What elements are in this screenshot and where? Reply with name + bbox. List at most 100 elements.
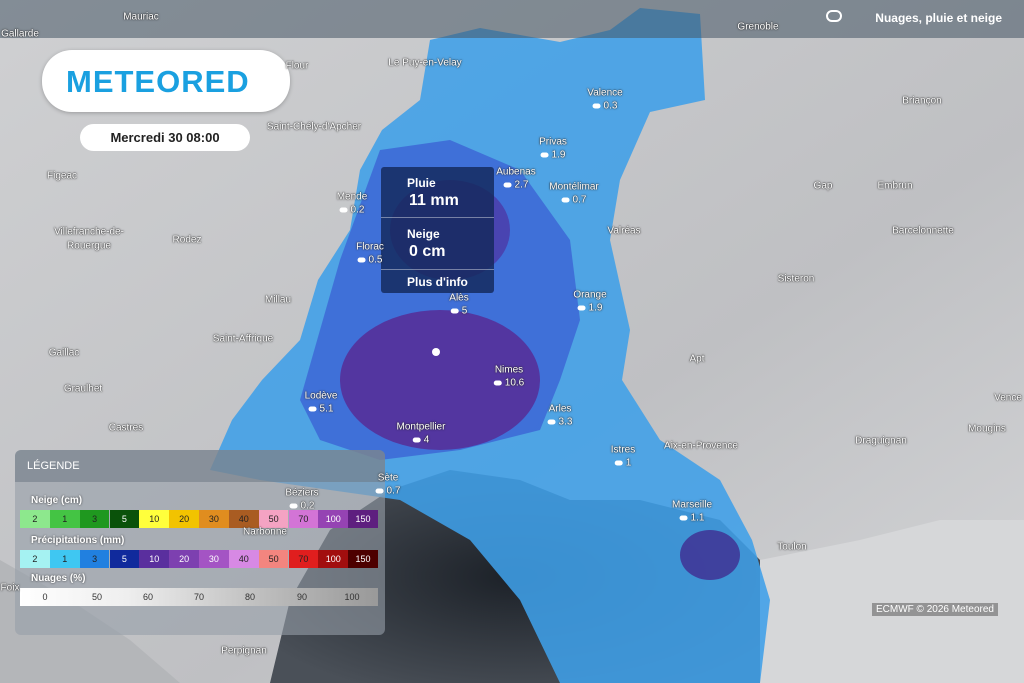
- legend-header[interactable]: LÉGENDE: [15, 450, 385, 482]
- legend-step: 30: [199, 510, 229, 528]
- sea-east: [760, 520, 1024, 683]
- place-name: Le Puy-en-Velay: [388, 57, 462, 69]
- more-info[interactable]: Plus d'info: [407, 275, 468, 289]
- precip-value: 5.1: [309, 404, 334, 415]
- place-name: Grenoble: [737, 21, 779, 33]
- legend-step: 1: [49, 550, 80, 568]
- legend-step: 100: [318, 510, 349, 528]
- precip-value: 0.5: [358, 255, 383, 266]
- legend-step: 40: [228, 550, 259, 568]
- precip-value: 2.7: [504, 180, 529, 191]
- legend-step: 3: [79, 550, 110, 568]
- layer-title[interactable]: Nuages, pluie et neige: [875, 11, 1002, 25]
- place-name: Embrun: [877, 180, 913, 192]
- precip-value: 3.3: [548, 417, 573, 428]
- place-name: Briançon: [902, 95, 942, 107]
- legend-step: 100: [318, 550, 349, 568]
- precip-value: 1: [615, 458, 632, 469]
- rain-value: 11 mm: [409, 192, 459, 209]
- legend-step: 50: [258, 510, 289, 528]
- city-name: Marseille: [671, 499, 713, 511]
- place-name: Saint-Chély-d'Apcher: [266, 121, 362, 133]
- place-name: Figeac: [46, 170, 78, 182]
- city-name: Valence: [587, 87, 623, 99]
- place-name: Sisteron: [777, 273, 815, 285]
- city-name: Sète: [377, 472, 399, 484]
- place-name: Valréas: [607, 225, 641, 237]
- place-name: Barcelonnette: [892, 225, 954, 237]
- selected-point[interactable]: [432, 348, 440, 356]
- legend-step: 2: [20, 550, 50, 568]
- city-name: Montélimar: [549, 181, 599, 193]
- place-name: Castres: [108, 422, 144, 434]
- place-name: Villefranche-de-: [54, 226, 124, 238]
- legend-step: 70: [288, 510, 319, 528]
- legend-step: 20: [169, 550, 199, 568]
- precip-value: 0.7: [562, 195, 587, 206]
- legend-section: Nuages (%): [31, 573, 86, 584]
- legend-step: 70: [193, 592, 204, 602]
- place-name: Perpignan: [221, 645, 267, 657]
- city-name: Béziers: [285, 487, 319, 499]
- place-name: Draguignan: [855, 435, 907, 447]
- place-name: Apt: [689, 353, 705, 365]
- separator: [381, 217, 494, 218]
- logo[interactable]: METEORED: [42, 50, 290, 112]
- place-name: Saint-Affrique: [212, 333, 274, 345]
- city-name: Arles: [548, 403, 572, 415]
- snow-value: 0 cm: [409, 243, 446, 260]
- precip-value: 4: [413, 435, 430, 446]
- city-name: Privas: [539, 136, 567, 148]
- legend-step: 1: [49, 510, 80, 528]
- legend-step: 30: [199, 550, 229, 568]
- precip-value: 0.2: [340, 205, 365, 216]
- legend-step: 70: [288, 550, 319, 568]
- city-name: Istres: [610, 444, 636, 456]
- place-name: Toulon: [777, 541, 807, 553]
- rain-heavy: [680, 530, 740, 580]
- legend-section: Neige (cm): [31, 495, 83, 506]
- legend-step: 150: [348, 550, 378, 568]
- city-name: Alès: [449, 292, 469, 304]
- place-name: Aix-en-Provence: [664, 440, 738, 452]
- place-name: Rouergue: [67, 240, 111, 252]
- place-name: Flour: [285, 60, 309, 72]
- place-name: Vence: [994, 392, 1022, 404]
- place-name: Mougins: [968, 423, 1006, 435]
- legend-step: 2: [20, 510, 50, 528]
- legend-step: 50: [258, 550, 289, 568]
- place-name: Gaillac: [48, 347, 80, 359]
- place-name: Narbonne: [243, 526, 287, 538]
- legend-step: 40: [228, 510, 259, 528]
- legend-step: 5: [109, 510, 140, 528]
- city-name: Montpellier: [396, 421, 446, 433]
- date-pill[interactable]: Mercredi 30 08:00: [80, 124, 250, 151]
- legend-step: 0: [42, 592, 48, 602]
- legend-step: 10: [139, 510, 170, 528]
- precip-value: 1.1: [680, 513, 705, 524]
- legend-step: 100: [344, 592, 360, 602]
- legend-step: 3: [79, 510, 110, 528]
- precip-value: 5: [451, 306, 468, 317]
- city-name: Lodève: [304, 390, 338, 402]
- legend-step: 90: [296, 592, 307, 602]
- precip-value: 1.9: [578, 303, 603, 314]
- legend-title: LÉGENDE: [27, 460, 80, 472]
- place-name: Gallarde: [1, 28, 39, 40]
- legend-section: Précipitations (mm): [31, 535, 125, 546]
- place-name: Millau: [264, 294, 292, 306]
- info-popup: Pluie 11 mm Neige 0 cm Plus d'info: [381, 167, 494, 293]
- city-name: Aubenas: [496, 166, 536, 178]
- city-name: Orange: [573, 289, 607, 301]
- city-name: Nimes: [494, 364, 524, 376]
- city-name: Mende: [336, 191, 368, 203]
- place-name: Mauriac: [123, 11, 159, 23]
- place-name: Graulhet: [63, 383, 103, 395]
- rain-heavy: [340, 310, 540, 450]
- precip-value: 1.9: [541, 150, 566, 161]
- layer-icon: [826, 10, 842, 22]
- precip-value: 0.7: [376, 486, 401, 497]
- snow-label: Neige: [407, 227, 440, 241]
- rain-label: Pluie: [407, 176, 436, 190]
